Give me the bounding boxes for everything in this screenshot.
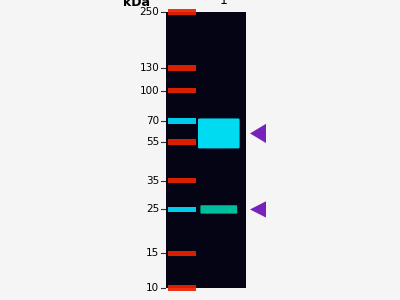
Text: 25: 25 bbox=[146, 204, 159, 214]
Text: 55: 55 bbox=[146, 137, 159, 147]
FancyBboxPatch shape bbox=[168, 285, 196, 291]
FancyBboxPatch shape bbox=[168, 139, 196, 145]
FancyBboxPatch shape bbox=[198, 118, 240, 148]
Text: 250: 250 bbox=[140, 7, 159, 17]
Text: 130: 130 bbox=[140, 63, 159, 73]
FancyBboxPatch shape bbox=[168, 88, 196, 93]
Polygon shape bbox=[250, 201, 266, 218]
FancyBboxPatch shape bbox=[168, 9, 196, 15]
Text: 35: 35 bbox=[146, 176, 159, 186]
Text: 70: 70 bbox=[146, 116, 159, 126]
Text: 10: 10 bbox=[146, 283, 159, 293]
FancyBboxPatch shape bbox=[168, 118, 196, 124]
FancyBboxPatch shape bbox=[168, 250, 196, 256]
FancyBboxPatch shape bbox=[168, 65, 196, 71]
FancyBboxPatch shape bbox=[168, 178, 196, 183]
Text: 15: 15 bbox=[146, 248, 159, 258]
Polygon shape bbox=[250, 124, 266, 143]
Text: 1: 1 bbox=[220, 0, 228, 8]
FancyBboxPatch shape bbox=[168, 207, 196, 212]
Text: 100: 100 bbox=[140, 85, 159, 96]
FancyBboxPatch shape bbox=[200, 205, 237, 214]
FancyBboxPatch shape bbox=[166, 12, 246, 288]
Text: kDa: kDa bbox=[123, 0, 150, 9]
